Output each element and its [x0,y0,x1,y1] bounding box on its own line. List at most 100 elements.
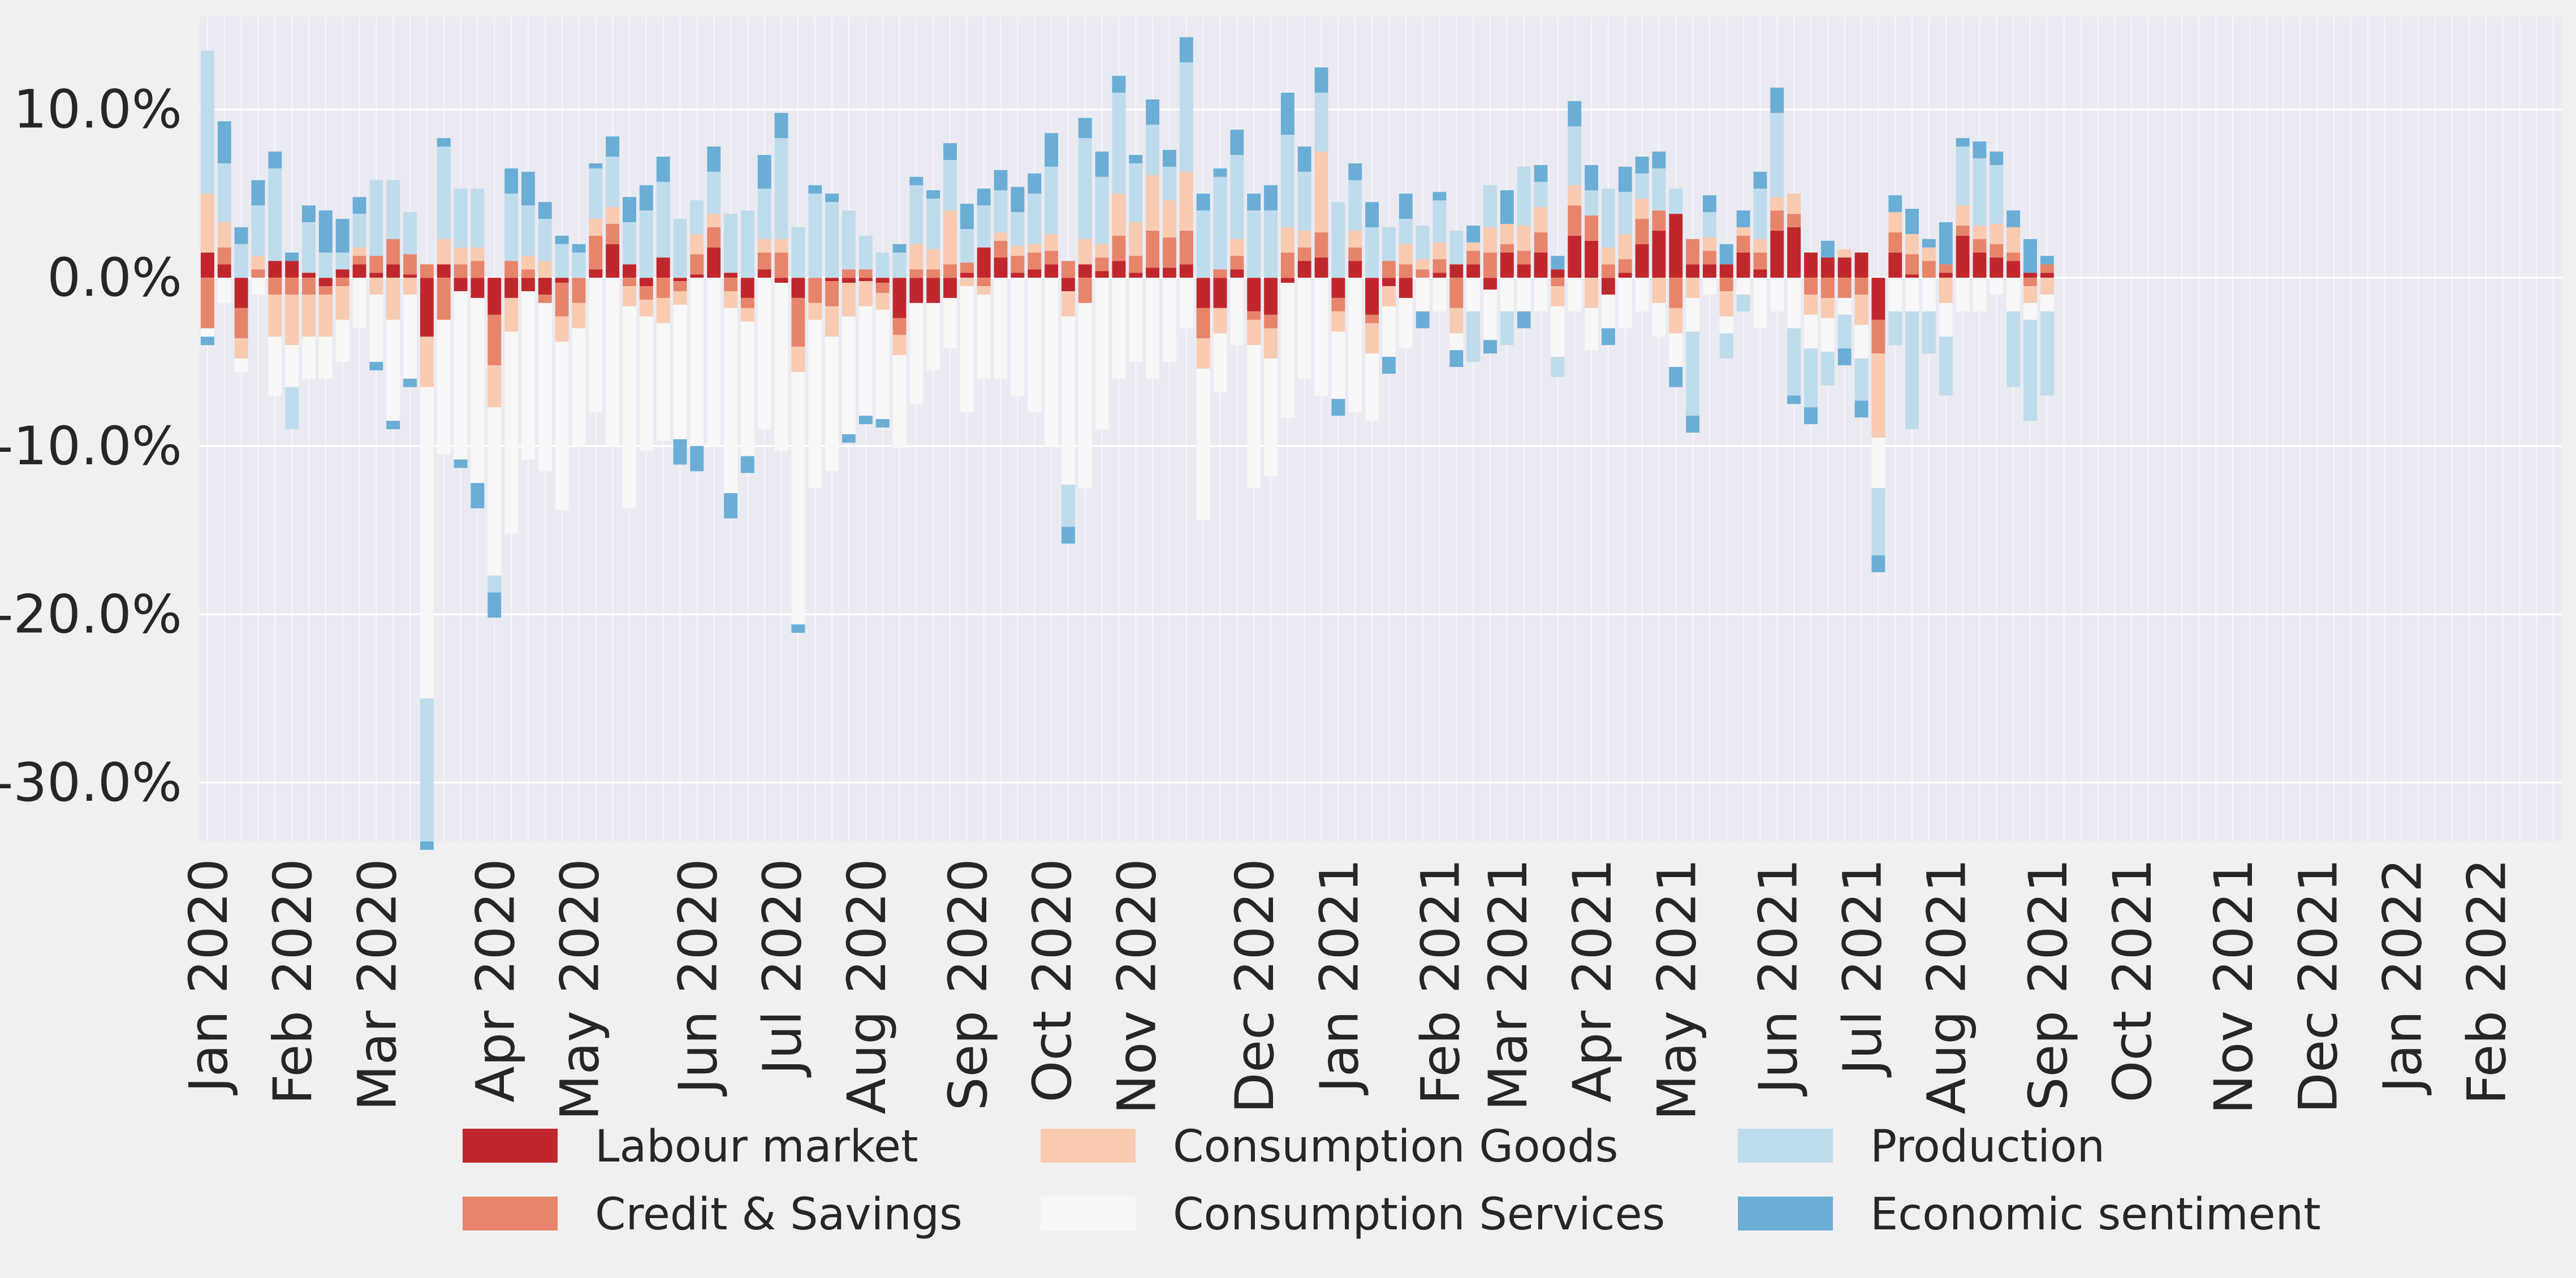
bar-segment [757,239,771,253]
bar-segment [1753,269,1767,278]
bar-segment [1568,278,1582,312]
bar-segment [1551,278,1565,287]
bar-segment [1973,252,1987,278]
bar-segment [1163,267,1176,278]
bar-segment [1517,264,1531,278]
bar-segment [1652,210,1666,231]
bar-segment [487,278,502,315]
bar-segment [808,303,822,320]
bar-segment [2040,264,2054,273]
bar-segment [1061,316,1075,485]
bar-segment [1500,190,1514,224]
x-tick-label: Jun 2021 [1747,858,1809,1096]
bar-segment [1230,256,1244,270]
bar-segment [251,278,265,295]
legend-label: Consumption Goods [1173,1121,1618,1172]
bar-segment [1854,294,1869,325]
bar-segment [1990,244,2004,258]
bar-segment [1061,485,1075,527]
bar-segment [1078,278,1092,303]
bar-segment [1095,271,1109,278]
bar-segment [1956,146,1970,206]
bar-segment [234,338,248,359]
bar-segment [1483,290,1497,340]
bar-segment [1820,278,1835,298]
bar-segment [892,252,907,278]
bar-segment [909,176,924,185]
bar-segment [268,294,282,337]
bar-segment [1112,235,1126,261]
bar-segment [774,252,788,278]
bar-segment [1770,210,1784,231]
bar-segment [673,281,687,292]
bar-segment [1669,214,1683,278]
bar-segment [1247,278,1261,312]
bar-segment [943,278,957,298]
bar-segment [352,278,366,329]
bar-segment [1990,152,2004,165]
bar-segment [1112,76,1126,93]
bar-segment [1432,278,1447,312]
bar-segment [1247,311,1261,320]
bar-segment [1568,205,1582,236]
bar-segment [639,185,653,211]
bar-segment [1990,257,2004,278]
x-tick-label: Aug 2021 [1917,858,1978,1115]
bar-segment [858,235,873,270]
bar-segment [977,294,991,379]
bar-segment [589,278,603,413]
bar-segment [589,163,603,169]
bar-segment [1753,252,1767,270]
bar-segment [251,205,265,256]
bar-segment [1770,113,1784,197]
bar-segment [200,336,214,346]
bar-segment [909,185,924,244]
bar-segment [369,256,383,273]
bar-segment [1196,368,1210,520]
bar-segment [1432,200,1447,243]
bar-segment [1601,247,1615,265]
bar-segment [842,283,856,317]
bar-segment [606,156,620,208]
bar-segment [1045,234,1059,251]
bar-segment [1129,222,1143,256]
bar-segment [875,252,890,278]
bar-segment [1601,328,1615,346]
bar-segment [994,190,1008,232]
bar-segment [1702,237,1716,251]
bar-segment [335,286,349,320]
bar-segment [1888,232,1902,253]
bar-segment [1011,187,1025,213]
bar-segment [1314,152,1328,232]
bar-segment [1264,210,1278,278]
legend: Labour market Credit & Savings Consumption… [463,1121,2321,1240]
bar-segment [521,205,535,256]
bar-segment [791,347,805,372]
bar-segment [943,159,957,211]
x-tick-label: Dec 2021 [2288,858,2349,1113]
bar-segment [623,306,636,508]
bar-segment [892,355,907,448]
bar-segment [555,235,569,244]
bar-segment [1618,234,1632,260]
bar-segment [487,407,502,576]
bar-segment [335,320,349,362]
bar-segment [1939,264,1953,273]
bar-segment [200,252,214,278]
bar-segment [774,283,788,451]
bar-segment [1146,124,1160,175]
bar-segment [926,190,940,199]
bar-segment [1011,273,1025,278]
bar-segment [1787,214,1801,227]
bar-segment [623,278,636,287]
bar-segment [1517,278,1531,312]
bar-segment [1973,278,1987,312]
bar-segment [926,303,940,370]
bar-segment [285,294,299,346]
bar-segment [1837,348,1852,365]
bar-segment [1702,195,1716,213]
bar-segment [2023,303,2037,320]
bar-segment [1618,259,1632,273]
bar-segment [1669,333,1683,367]
bar-segment [1213,278,1227,308]
